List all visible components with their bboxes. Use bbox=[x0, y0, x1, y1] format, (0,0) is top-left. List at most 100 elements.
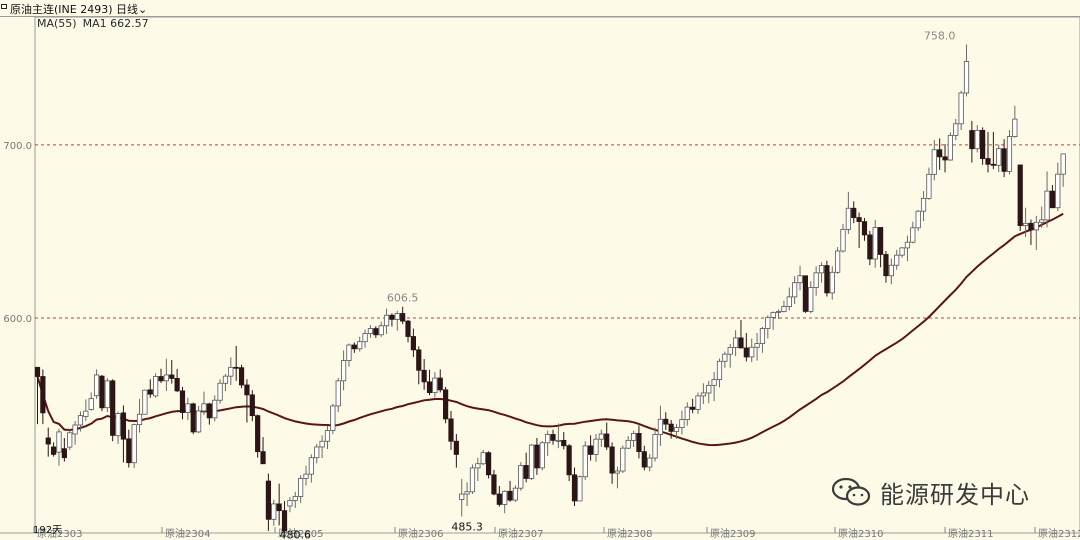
candle-body[interactable] bbox=[518, 465, 524, 489]
candle-body[interactable] bbox=[61, 448, 67, 459]
candle-body[interactable] bbox=[195, 410, 202, 433]
candle-body[interactable] bbox=[1044, 190, 1050, 221]
candle-body[interactable] bbox=[958, 92, 964, 125]
candle-body[interactable] bbox=[593, 438, 599, 455]
candle-body[interactable] bbox=[910, 227, 916, 243]
candle-body[interactable] bbox=[652, 434, 658, 459]
candle-body[interactable] bbox=[206, 403, 212, 419]
candle-body[interactable] bbox=[706, 384, 712, 394]
candle-body[interactable] bbox=[281, 510, 288, 532]
candle-body[interactable] bbox=[153, 376, 159, 397]
candle-body[interactable] bbox=[604, 433, 610, 448]
candle-body[interactable] bbox=[179, 390, 186, 413]
candle-body[interactable] bbox=[969, 130, 975, 150]
candle-body[interactable] bbox=[824, 265, 830, 294]
candle-body[interactable] bbox=[169, 374, 175, 379]
candle-body[interactable] bbox=[367, 328, 374, 334]
candle-body[interactable] bbox=[754, 343, 760, 348]
candle-body[interactable] bbox=[255, 415, 261, 453]
candle-body[interactable] bbox=[630, 433, 637, 441]
candle-body[interactable] bbox=[453, 440, 459, 455]
candle-body[interactable] bbox=[690, 406, 696, 410]
candle-body[interactable] bbox=[174, 378, 180, 392]
candle-body[interactable] bbox=[614, 470, 621, 474]
candle-body[interactable] bbox=[340, 360, 347, 382]
candle-body[interactable] bbox=[400, 313, 406, 322]
instrument-title[interactable]: 原油主连(INE 2493) bbox=[10, 3, 113, 16]
candle-body[interactable] bbox=[249, 394, 255, 417]
candle-body[interactable] bbox=[34, 366, 41, 377]
candle-body[interactable] bbox=[695, 395, 701, 410]
candle-body[interactable] bbox=[582, 445, 588, 478]
candle-body[interactable] bbox=[110, 380, 116, 436]
candle-body[interactable] bbox=[792, 282, 798, 298]
candle-body[interactable] bbox=[314, 446, 320, 459]
candle-body[interactable] bbox=[829, 271, 835, 294]
candle-body[interactable] bbox=[808, 287, 814, 312]
candle-body[interactable] bbox=[770, 312, 776, 318]
candle-body[interactable] bbox=[1049, 190, 1056, 209]
candle-body[interactable] bbox=[244, 384, 250, 396]
candle-body[interactable] bbox=[733, 337, 739, 348]
candle-body[interactable] bbox=[265, 480, 272, 520]
candle-body[interactable] bbox=[233, 366, 239, 369]
candle-body[interactable] bbox=[555, 439, 561, 442]
candle-body[interactable] bbox=[974, 129, 980, 150]
candle-body[interactable] bbox=[1012, 118, 1018, 137]
candle-body[interactable] bbox=[985, 158, 991, 165]
candle-body[interactable] bbox=[389, 314, 395, 320]
candle-body[interactable] bbox=[663, 418, 669, 425]
candle-body[interactable] bbox=[201, 403, 207, 412]
candle-body[interactable] bbox=[416, 349, 422, 371]
candle-body[interactable] bbox=[835, 250, 841, 273]
candle-body[interactable] bbox=[534, 444, 540, 469]
candle-body[interactable] bbox=[485, 452, 492, 476]
candle-body[interactable] bbox=[781, 306, 787, 312]
candle-body[interactable] bbox=[749, 346, 755, 358]
candle-body[interactable] bbox=[802, 275, 809, 312]
candle-body[interactable] bbox=[158, 376, 164, 382]
candle-body[interactable] bbox=[926, 173, 932, 199]
candle-body[interactable] bbox=[797, 275, 803, 284]
candle-body[interactable] bbox=[136, 413, 143, 426]
candle-body[interactable] bbox=[641, 451, 647, 468]
candle-body[interactable] bbox=[679, 419, 685, 428]
candle-body[interactable] bbox=[464, 491, 470, 495]
candle-body[interactable] bbox=[609, 446, 615, 474]
candle-body[interactable] bbox=[40, 376, 46, 414]
candle-body[interactable] bbox=[287, 500, 293, 507]
candle-body[interactable] bbox=[373, 328, 379, 336]
candle-body[interactable] bbox=[877, 227, 884, 255]
candle-body[interactable] bbox=[738, 337, 744, 349]
candle-body[interactable] bbox=[845, 207, 851, 230]
candle-body[interactable] bbox=[72, 424, 78, 435]
candle-body[interactable] bbox=[421, 369, 427, 383]
candle-body[interactable] bbox=[496, 493, 502, 505]
candle-body[interactable] bbox=[163, 374, 169, 382]
candle-body[interactable] bbox=[147, 389, 153, 395]
candle-body[interactable] bbox=[1055, 173, 1061, 209]
candle-body[interactable] bbox=[104, 380, 110, 409]
candle-body[interactable] bbox=[743, 347, 749, 358]
candle-body[interactable] bbox=[990, 163, 996, 166]
candle-body[interactable] bbox=[598, 433, 604, 440]
candle-body[interactable] bbox=[394, 313, 400, 320]
candle-body[interactable] bbox=[1022, 222, 1029, 226]
candle-body[interactable] bbox=[512, 487, 519, 501]
candle-body[interactable] bbox=[722, 353, 728, 362]
candle-body[interactable] bbox=[1001, 148, 1007, 172]
candle-body[interactable] bbox=[426, 381, 433, 394]
candle-body[interactable] bbox=[1033, 221, 1039, 231]
candle-body[interactable] bbox=[222, 375, 229, 384]
candle-body[interactable] bbox=[539, 442, 545, 469]
candle-body[interactable] bbox=[88, 398, 94, 410]
candle-body[interactable] bbox=[550, 434, 556, 441]
candle-body[interactable] bbox=[872, 227, 878, 260]
candle-body[interactable] bbox=[142, 389, 148, 415]
candle-body[interactable] bbox=[571, 474, 578, 502]
candle-body[interactable] bbox=[813, 272, 819, 288]
candle-body[interactable] bbox=[507, 490, 513, 501]
candle-body[interactable] bbox=[673, 427, 680, 432]
candle-body[interactable] bbox=[298, 478, 304, 497]
candle-body[interactable] bbox=[840, 228, 846, 252]
